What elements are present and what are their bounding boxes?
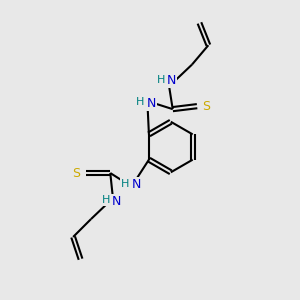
Text: N: N (167, 74, 176, 87)
Text: H: H (121, 179, 129, 189)
Text: N: N (131, 178, 141, 191)
Text: N: N (146, 97, 156, 110)
Text: N: N (112, 195, 122, 208)
Text: H: H (136, 97, 144, 107)
Text: H: H (102, 195, 110, 205)
Text: S: S (202, 100, 210, 113)
Text: H: H (157, 75, 165, 85)
Text: S: S (73, 167, 81, 179)
